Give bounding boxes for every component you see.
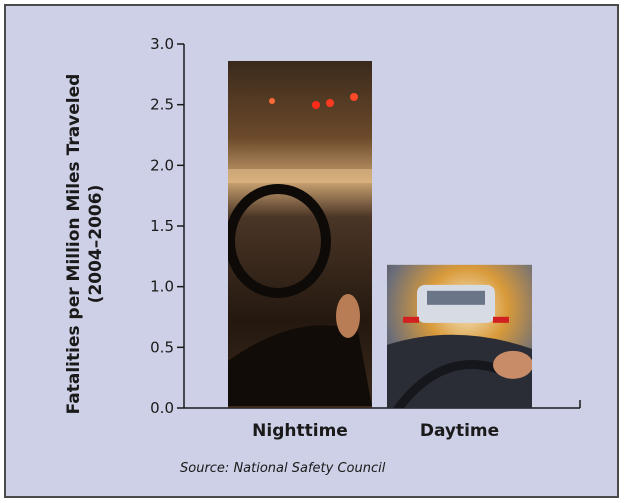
y-tick-label: 0.0 — [150, 399, 174, 417]
road-glare — [228, 168, 372, 183]
y-tick-label: 1.0 — [150, 278, 174, 296]
y-tick-label: 2.0 — [150, 156, 174, 174]
y-axis-title: Fatalities per Million Miles Traveled (2… — [64, 74, 106, 415]
bars — [228, 60, 532, 409]
y-tick-label: 0.5 — [150, 338, 174, 356]
driver-hand — [493, 350, 532, 379]
tail-light — [403, 316, 419, 323]
y-tick-label: 2.5 — [150, 96, 174, 114]
driver-arm — [228, 325, 372, 406]
bar-nighttime — [228, 60, 372, 409]
street-light — [269, 97, 275, 104]
traffic-light — [350, 92, 358, 101]
steering-wheel — [228, 184, 331, 298]
tail-light — [493, 316, 509, 323]
tick-labels: 0.0 0.5 1.0 1.5 2.0 2.5 3.0 Nighttime Daytime — [150, 35, 499, 441]
night-driving-photo — [228, 92, 372, 406]
chart-figure: 0.0 0.5 1.0 1.5 2.0 2.5 3.0 Nighttime Daytime Fa… — [4, 4, 619, 498]
bar-daytime — [387, 264, 532, 408]
x-tick-label: Daytime — [420, 421, 499, 441]
y-tick-label: 3.0 — [150, 35, 174, 53]
bar-chart: 0.0 0.5 1.0 1.5 2.0 2.5 3.0 Nighttime Daytime Fa… — [64, 35, 581, 476]
dashboard — [387, 334, 532, 408]
traffic-light — [326, 98, 334, 107]
day-driving-photo — [387, 284, 532, 408]
y-axis-label: Fatalities per Million Miles Traveled — [64, 74, 84, 415]
x-tick-label: Nighttime — [252, 421, 348, 441]
driver-hand — [336, 293, 360, 338]
y-axis-sublabel: (2004–2006) — [86, 185, 106, 304]
source-note: Source: National Safety Council — [180, 461, 386, 476]
y-tick-label: 1.5 — [150, 217, 174, 235]
car-window — [427, 290, 485, 305]
traffic-light — [312, 100, 320, 109]
